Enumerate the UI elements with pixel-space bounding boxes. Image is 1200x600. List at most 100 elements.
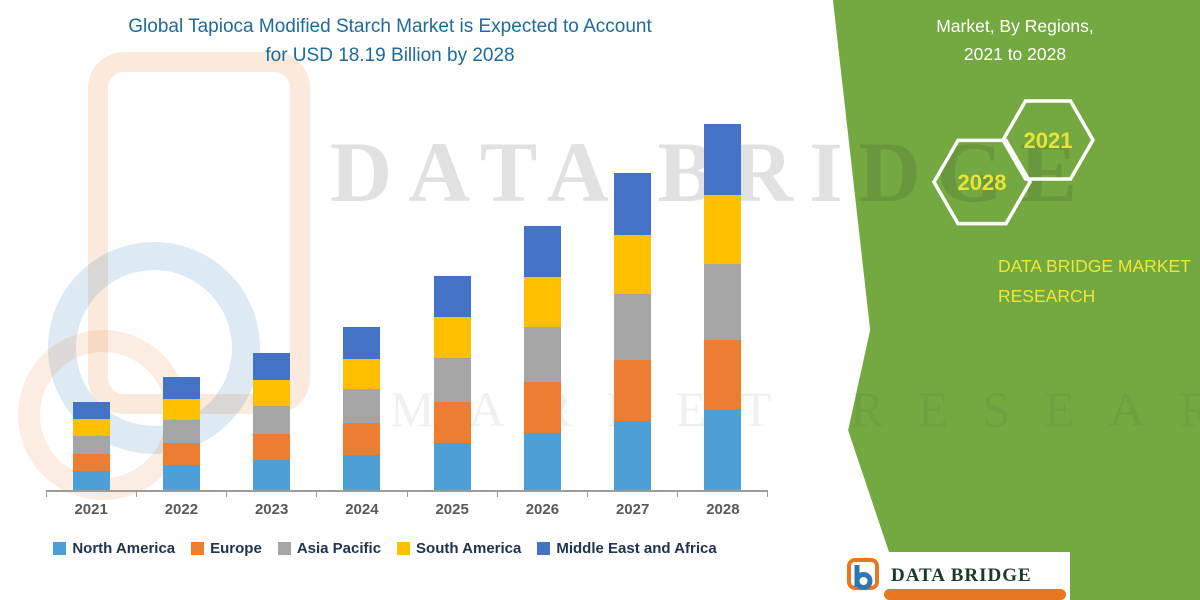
x-axis-label-2023: 2023: [254, 501, 289, 518]
legend-label: Middle East and Africa: [556, 540, 717, 557]
x-axis-label-2026: 2026: [525, 501, 560, 518]
x-axis-label-2022: 2022: [164, 501, 199, 518]
bar-column-2026: [497, 126, 587, 490]
bar-column-2023: [227, 126, 317, 490]
bar-segment-2022-north-america: [162, 465, 200, 490]
legend-swatch-europe: [191, 542, 205, 555]
legend-swatch-south-america: [397, 542, 411, 555]
bar-segment-2026-north-america: [523, 432, 561, 490]
bar-segment-2027-north-america: [614, 421, 652, 490]
bar-column-2021: [46, 126, 136, 490]
hexagon-2021-label: 2021: [1024, 128, 1073, 153]
hexagon-2028-outline: [931, 138, 1033, 226]
watermark-brand-text: DATA BRIDGE: [330, 124, 1093, 220]
bar-segment-2027-middle-east-and-africa: [614, 173, 652, 235]
side-panel-content: Market, By Regions, 2021 to 2028 2028 20…: [820, 0, 1200, 600]
bar-column-2022: [136, 126, 226, 490]
bar-segment-2021-north-america: [72, 470, 110, 490]
stacked-bar-2021: [72, 402, 110, 490]
axis-tick: [406, 492, 497, 497]
bar-column-2024: [317, 126, 407, 490]
hexagon-years-graphic: 2028 2021: [931, 99, 1096, 226]
bar-segment-2028-south-america: [704, 194, 742, 264]
bar-segment-2025-europe: [433, 401, 471, 444]
bar-segment-2024-north-america: [343, 454, 381, 490]
plot-area: [46, 124, 768, 492]
panel-heading: Market, By Regions, 2021 to 2028: [860, 12, 1170, 68]
panel-brand-line2: RESEARCH: [998, 285, 1096, 306]
bar-segment-2028-north-america: [704, 410, 742, 490]
bar-segment-2027-asia-pacific: [614, 294, 652, 360]
axis-tick: [586, 492, 677, 497]
bar-segment-2026-asia-pacific: [523, 326, 561, 382]
stacked-bar-2022: [162, 376, 200, 490]
x-axis-label-2027: 2027: [615, 501, 650, 518]
bar-segment-2022-europe: [162, 443, 200, 466]
panel-brand-text: DATA BRIDGE MARKET RESEARCH: [998, 252, 1198, 312]
bar-segment-2022-south-america: [162, 398, 200, 421]
axis-tick: [136, 492, 226, 497]
side-panel: [820, 0, 1200, 600]
bar-segment-2023-middle-east-and-africa: [253, 353, 291, 381]
axis-tick: [676, 492, 768, 497]
stacked-bar-chart: 2021 2022 2023 2024 2025 2026 2027 2028: [46, 124, 768, 518]
bar-column-2025: [407, 126, 497, 490]
axis-tick: [316, 492, 406, 497]
stacked-bar-2027: [614, 173, 652, 490]
axis-tick: [496, 492, 587, 497]
panel-heading-line2: 2021 to 2028: [963, 44, 1067, 64]
footer-brand-text: DATA BRIDGE: [891, 565, 1032, 586]
legend-label: South America: [416, 540, 522, 557]
legend: North America Europe Asia Pacific South Ame…: [10, 540, 760, 557]
panel-heading-line1: Market, By Regions,: [936, 16, 1094, 36]
footer-accent-bar: [884, 589, 1066, 600]
legend-item-middle-east-and-africa: Middle East and Africa: [537, 540, 717, 557]
legend-label: Europe: [210, 540, 262, 557]
bar-segment-2023-europe: [253, 433, 291, 461]
stacked-bar-2024: [343, 327, 381, 490]
bar-segment-2028-middle-east-and-africa: [704, 124, 742, 195]
bar-segment-2023-asia-pacific: [253, 405, 291, 434]
bar-segment-2028-europe: [704, 339, 742, 411]
legend-item-south-america: South America: [397, 540, 521, 557]
hexagon-2028-label: 2028: [958, 170, 1007, 195]
bar-segment-2023-south-america: [253, 380, 291, 406]
bar-segment-2021-asia-pacific: [72, 435, 110, 455]
side-panel-background: [832, 0, 1200, 600]
bar-column-2028: [678, 124, 768, 490]
stacked-bar-2028: [704, 124, 742, 490]
x-axis-label-2024: 2024: [345, 501, 379, 518]
legend-swatch-middle-east-and-africa: [537, 542, 551, 555]
bar-segment-2021-south-america: [72, 419, 110, 436]
axis-tick: [46, 492, 136, 497]
chart-title-line2: for USD 18.19 Billion by 2028: [265, 45, 515, 67]
bar-column-2027: [588, 126, 678, 490]
bar-segment-2028-asia-pacific: [704, 263, 742, 340]
chart-title-line1: Global Tapioca Modified Starch Market is…: [128, 16, 652, 37]
chart-title: Global Tapioca Modified Starch Market is…: [40, 12, 740, 71]
bar-segment-2023-north-america: [253, 460, 291, 490]
x-axis-label-2021: 2021: [74, 501, 108, 518]
tick-row: [46, 492, 768, 497]
bar-segment-2025-middle-east-and-africa: [433, 275, 471, 318]
bar-segment-2021-middle-east-and-africa: [72, 402, 110, 420]
x-axis-labels: 2021 2022 2023 2024 2025 2026 2027 2028: [46, 501, 768, 518]
legend-label: Asia Pacific: [296, 540, 382, 557]
hexagon-2021-outline: [1000, 99, 1096, 181]
panel-brand-line1: DATA BRIDGE MARKET: [998, 256, 1191, 276]
legend-label: North America: [72, 540, 176, 557]
bar-segment-2024-europe: [343, 423, 381, 455]
stacked-bar-2025: [433, 275, 471, 490]
legend-swatch-asia-pacific: [277, 542, 291, 555]
bar-segment-2024-south-america: [343, 358, 381, 390]
data-bridge-logo-icon: [847, 558, 879, 590]
bar-segment-2025-south-america: [433, 317, 471, 358]
bar-segment-2026-europe: [523, 381, 561, 433]
bar-segment-2026-middle-east-and-africa: [523, 226, 561, 278]
stacked-bar-2026: [523, 226, 561, 490]
x-axis-label-2025: 2025: [435, 501, 469, 518]
bar-segment-2024-middle-east-and-africa: [343, 327, 381, 359]
x-axis-label-2028: 2028: [706, 501, 740, 518]
axis-tick: [226, 492, 316, 497]
